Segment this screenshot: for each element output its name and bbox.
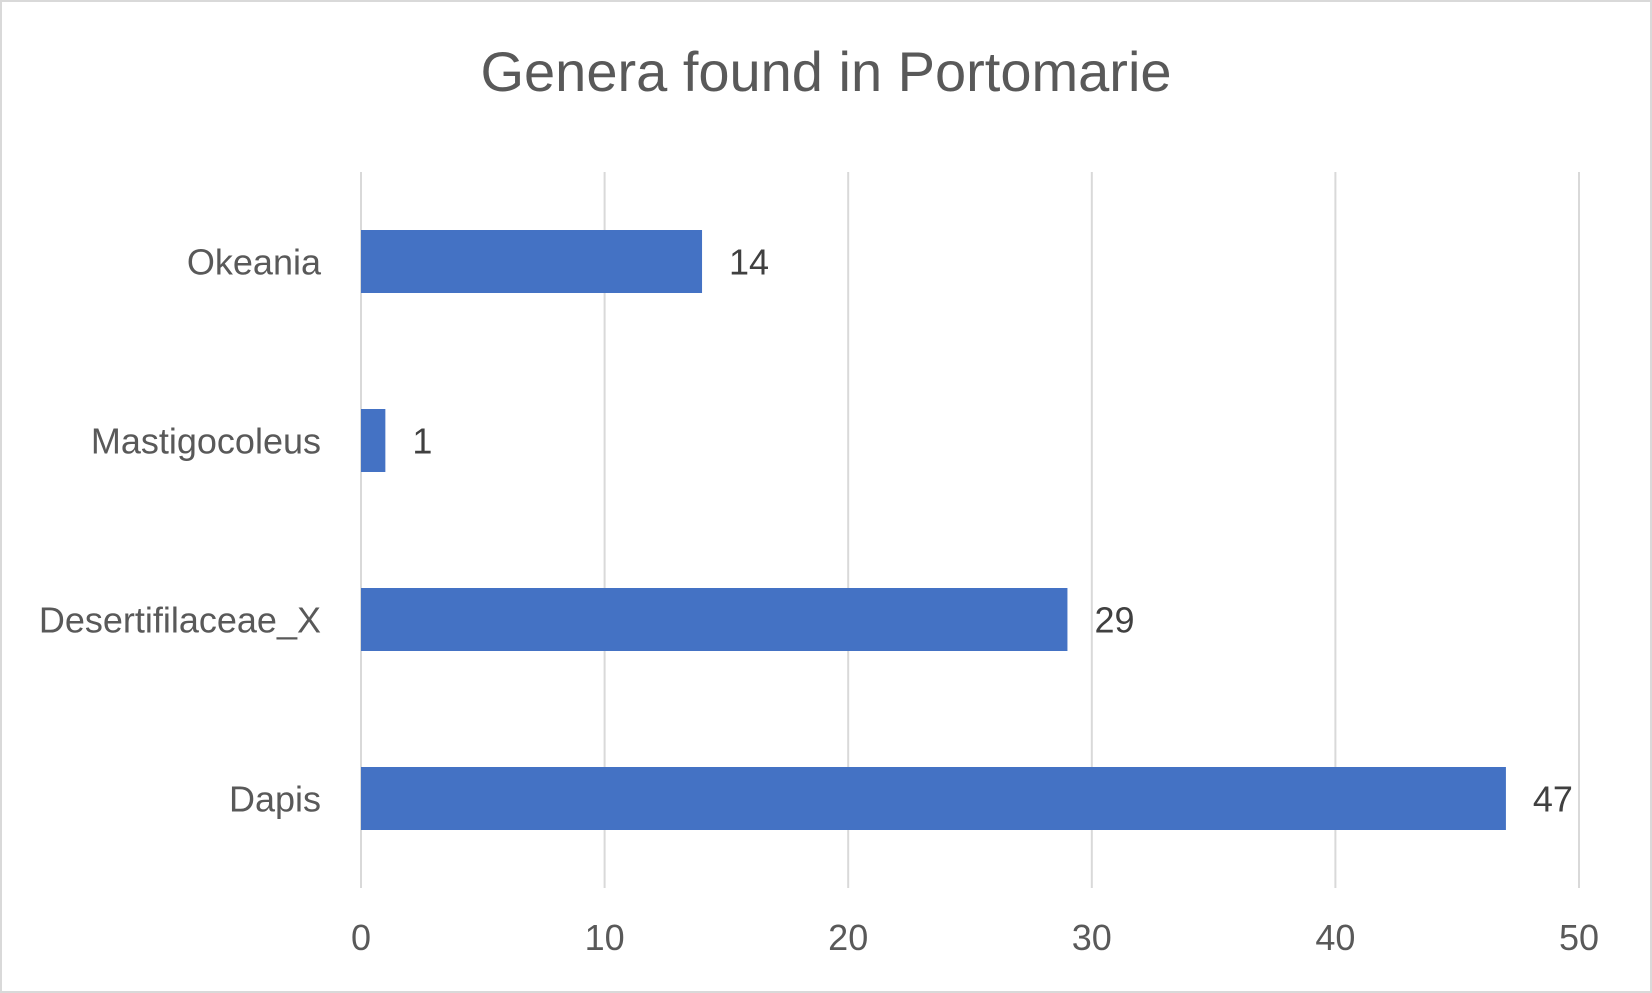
data-label: 1	[412, 421, 432, 462]
data-labels: 14 1 29 47	[412, 242, 1573, 820]
category-label: Okeania	[187, 242, 322, 283]
category-label: Desertifilaceae_X	[39, 600, 321, 641]
x-tick-label: 50	[1559, 917, 1599, 958]
category-label: Mastigocoleus	[91, 421, 321, 462]
bar-dapis	[361, 767, 1506, 830]
data-label: 47	[1533, 779, 1573, 820]
x-tick-label: 40	[1315, 917, 1355, 958]
data-label: 29	[1094, 600, 1134, 641]
data-label: 14	[729, 242, 769, 283]
bar-desertifilaceae-x	[361, 588, 1068, 651]
category-label: Dapis	[229, 779, 321, 820]
bars	[361, 230, 1506, 830]
x-tick-label: 30	[1072, 917, 1112, 958]
bar-mastigocoleus	[361, 409, 386, 472]
x-tick-labels: 0 10 20 30 40 50	[351, 917, 1599, 958]
bar-okeania	[361, 230, 703, 293]
category-labels: Okeania Mastigocoleus Desertifilaceae_X Dap…	[39, 242, 322, 820]
x-tick-label: 0	[351, 917, 371, 958]
chart-title: Genera found in Portomarie	[480, 40, 1172, 103]
x-tick-label: 20	[828, 917, 868, 958]
x-tick-label: 10	[585, 917, 625, 958]
